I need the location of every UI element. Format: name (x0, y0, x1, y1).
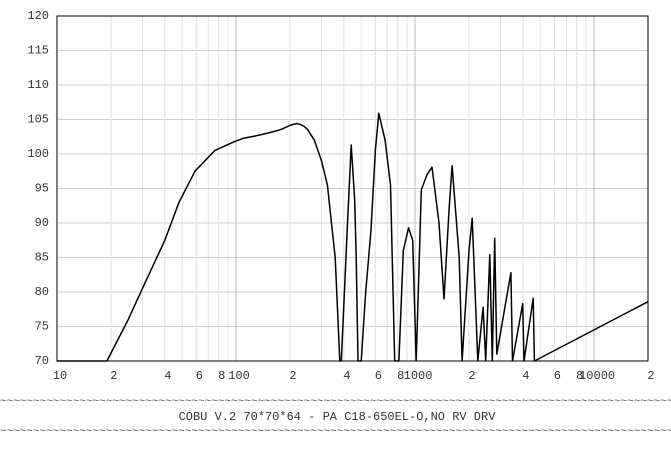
plot-frame (56, 15, 649, 362)
y-tick-label: 75 (35, 320, 49, 334)
x-tick-label: 6 (554, 369, 561, 383)
y-tick-label: 120 (27, 9, 49, 23)
x-tick-label: 8 (576, 369, 583, 383)
rule: ~~~~~~~~~~~~~~~~~~~~~~~~~~~~~~~~~~~~~~~~… (0, 426, 671, 438)
x-tick-label: 8 (397, 369, 404, 383)
y-tick-label: 95 (35, 182, 49, 196)
x-tick-label: 4 (522, 369, 529, 383)
x-tick-label: 6 (375, 369, 382, 383)
y-tick-label: 115 (27, 44, 49, 58)
x-tick-label: 10 (53, 369, 67, 383)
y-tick-label: 100 (27, 147, 49, 161)
x-tick-label: 2 (289, 369, 296, 383)
y-tick-label: 80 (35, 285, 49, 299)
x-tick-label: 4 (343, 369, 350, 383)
x-tick-label: 2 (647, 369, 654, 383)
x-tick-label: 100 (228, 369, 250, 383)
x-tick-label: 4 (164, 369, 171, 383)
x-tick-label: 10000 (579, 369, 615, 383)
rule: ~~~~~~~~~~~~~~~~~~~~~~~~~~~~~~~~~~~~~~~~… (0, 396, 671, 408)
x-tick-label: 2 (110, 369, 117, 383)
y-tick-label: 110 (27, 78, 49, 92)
caption: COBU V.2 70*70*64 - PA C18-650EL-O,NO RV… (179, 410, 497, 424)
y-tick-label: 70 (35, 354, 49, 368)
x-tick-label: 2 (468, 369, 475, 383)
response-line (57, 112, 649, 362)
y-tick-label: 90 (35, 216, 49, 230)
x-tick-label: 6 (196, 369, 203, 383)
y-tick-label: 105 (27, 113, 49, 127)
x-tick-label: 1000 (404, 369, 433, 383)
x-tick-label: 8 (218, 369, 225, 383)
y-tick-label: 85 (35, 251, 49, 265)
